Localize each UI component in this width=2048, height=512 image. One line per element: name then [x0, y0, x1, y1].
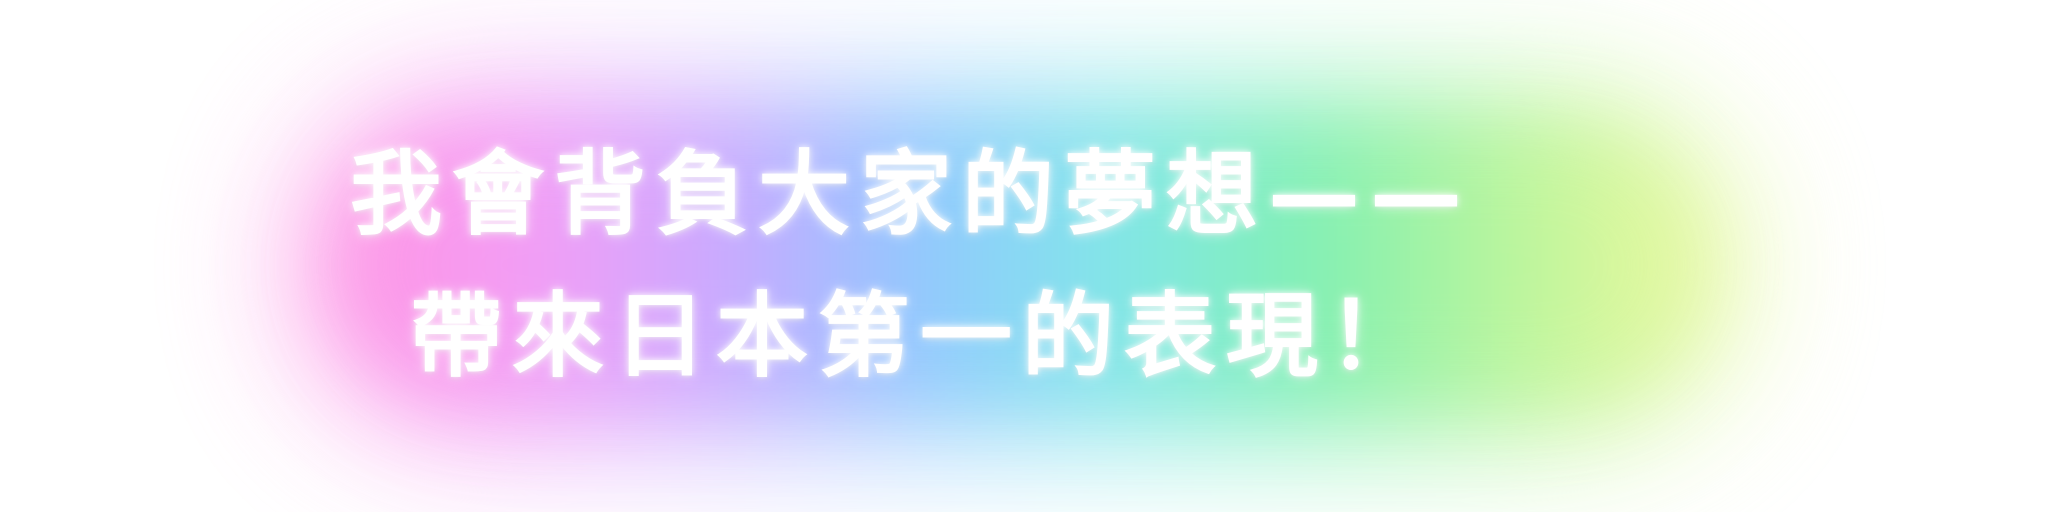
headline-line-1: 我會背負大家的夢想—— — [350, 141, 1473, 248]
rainbow-glow-core — [340, 130, 1700, 400]
headline-line-2: 帶來日本第一的表現！ — [410, 283, 1431, 390]
